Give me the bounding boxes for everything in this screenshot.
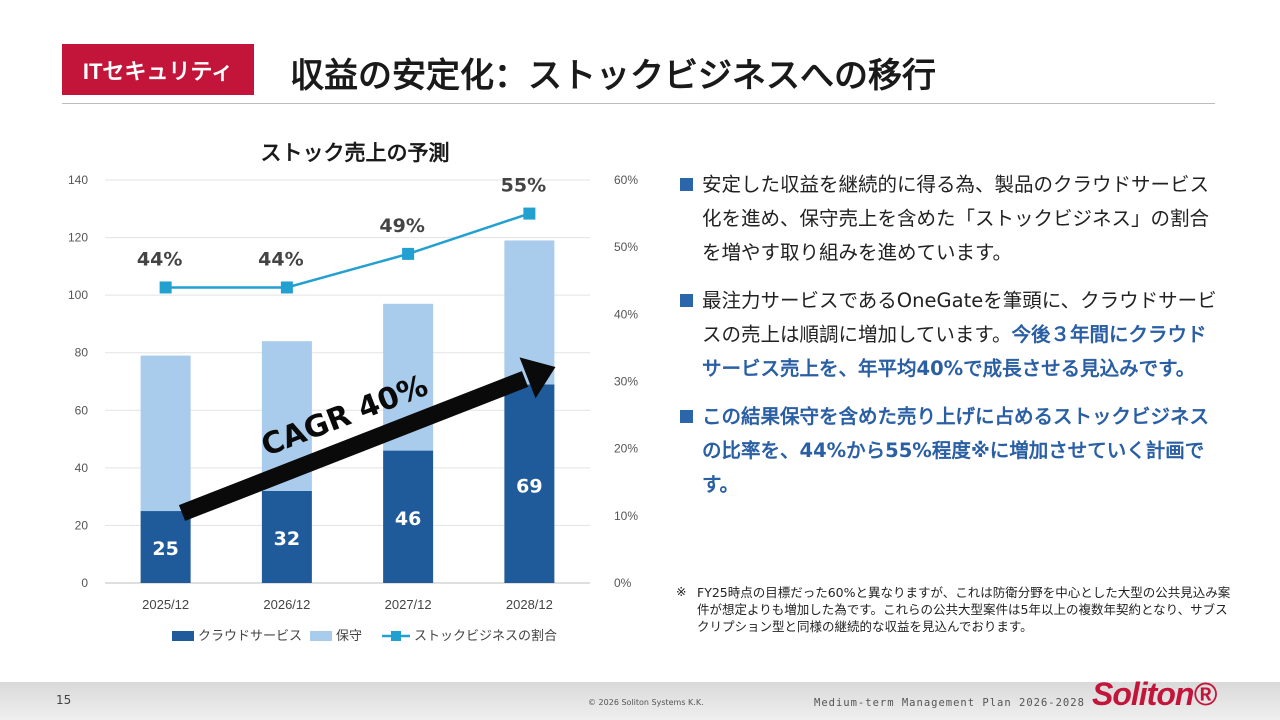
line-point [402,247,415,260]
legend-swatch-maintenance [310,631,332,641]
y2-tick-label: 20% [614,442,638,456]
bullet-2-text: 最注力サービスであるOneGateを筆頭に、クラウドサービスの売上は順調に増加し… [702,289,1217,346]
chart-title: ストック売上の予測 [261,141,450,165]
y2-tick-label: 60% [614,173,638,187]
line-data-label: 44% [258,248,303,270]
bullet-2-highlight: 今後３年間にクラウドサービス売上を、年平均40%で成長させる見込みです。 [702,323,1207,380]
y2-tick-label: 30% [614,375,638,389]
bullet-1: 安定した収益を継続的に得る為、製品のクラウドサービス化を進め、保守売上を含めた「… [680,168,1225,270]
x-tick-label: 2028/12 [506,597,553,612]
line-data-label: 55% [501,175,546,197]
bullet-1-text: 安定した収益を継続的に得る為、製品のクラウドサービス化を進め、保守売上を含めた「… [702,173,1210,264]
cagr-arrow-head [519,357,556,399]
page-number: 15 [56,693,72,707]
x-tick-label: 2025/12 [142,597,189,612]
y2-tick-label: 40% [614,307,638,321]
y2-tick-label: 10% [614,509,638,523]
legend-marker-stock [391,631,401,641]
y-tick-label: 120 [68,231,88,245]
bar-data-label: 69 [516,475,542,497]
bar-data-label: 46 [395,508,421,530]
legend-label-cloud: クラウドサービス [198,629,302,644]
bullet-square-icon [680,294,693,307]
bullet-square-icon [680,178,693,191]
line-stock-ratio [165,212,530,289]
y-tick-label: 60 [75,403,89,417]
line-point [523,207,536,220]
line-point [159,281,172,294]
y-tick-label: 80 [75,346,89,360]
bar-cloud [504,384,555,583]
cagr-arrow-shaft [178,371,529,521]
y2-tick-label: 0% [614,576,632,590]
y-tick-label: 140 [68,173,88,187]
bar-data-label: 25 [152,538,178,560]
bar-cloud [383,450,434,583]
section-tag: ITセキュリティ [62,44,254,95]
note-mark: ※ [676,584,687,599]
stock-sales-chart: ストック売上の予測 0 20 40 60 80 100 120 140 0% 10% 20% 30% 40… [68,141,638,644]
bullet-list: 安定した収益を継続的に得る為、製品のクラウドサービス化を進め、保守売上を含めた「… [680,168,1225,516]
line-point [280,281,293,294]
soliton-logo: Soliton® [1092,676,1217,712]
y-tick-label: 0 [81,576,88,590]
bar-cloud [261,490,312,583]
bullet-3: この結果保守を含めた売り上げに占めるストックビジネスの比率を、44%から55%程… [680,400,1225,502]
plan-title: Medium-term Management Plan 2026-2028 [814,697,1085,709]
bar-data-label: 32 [274,528,300,550]
y-tick-label: 100 [68,288,88,302]
x-tick-label: 2026/12 [263,597,310,612]
line-data-label: 49% [379,215,424,237]
legend-label-stock: ストックビジネスの割合 [414,628,557,644]
copyright: © 2026 Soliton Systems K.K. [588,698,704,707]
y2-tick-label: 50% [614,240,638,254]
x-tick-label: 2027/12 [385,597,432,612]
y-tick-label: 20 [75,518,89,532]
legend-label-maintenance: 保守 [336,629,362,644]
bar-cloud [140,511,191,583]
bullet-2: 最注力サービスであるOneGateを筆頭に、クラウドサービスの売上は順調に増加し… [680,284,1225,386]
page-title: 収益の安定化：ストックビジネスへの移行 [290,56,936,96]
bullet-square-icon [680,410,693,423]
line-data-label: 44% [137,248,182,270]
title-divider [62,103,1215,104]
footnote: FY25時点の目標だった60%と異なりますが、これは防衛分野を中心とした大型の公… [697,585,1231,634]
bullet-3-highlight: この結果保守を含めた売り上げに占めるストックビジネスの比率を、44%から55%程… [702,405,1210,496]
footer-bar [0,682,1280,720]
y-tick-label: 40 [75,461,89,475]
legend-swatch-cloud [172,631,194,641]
bar-maintenance [140,355,191,512]
